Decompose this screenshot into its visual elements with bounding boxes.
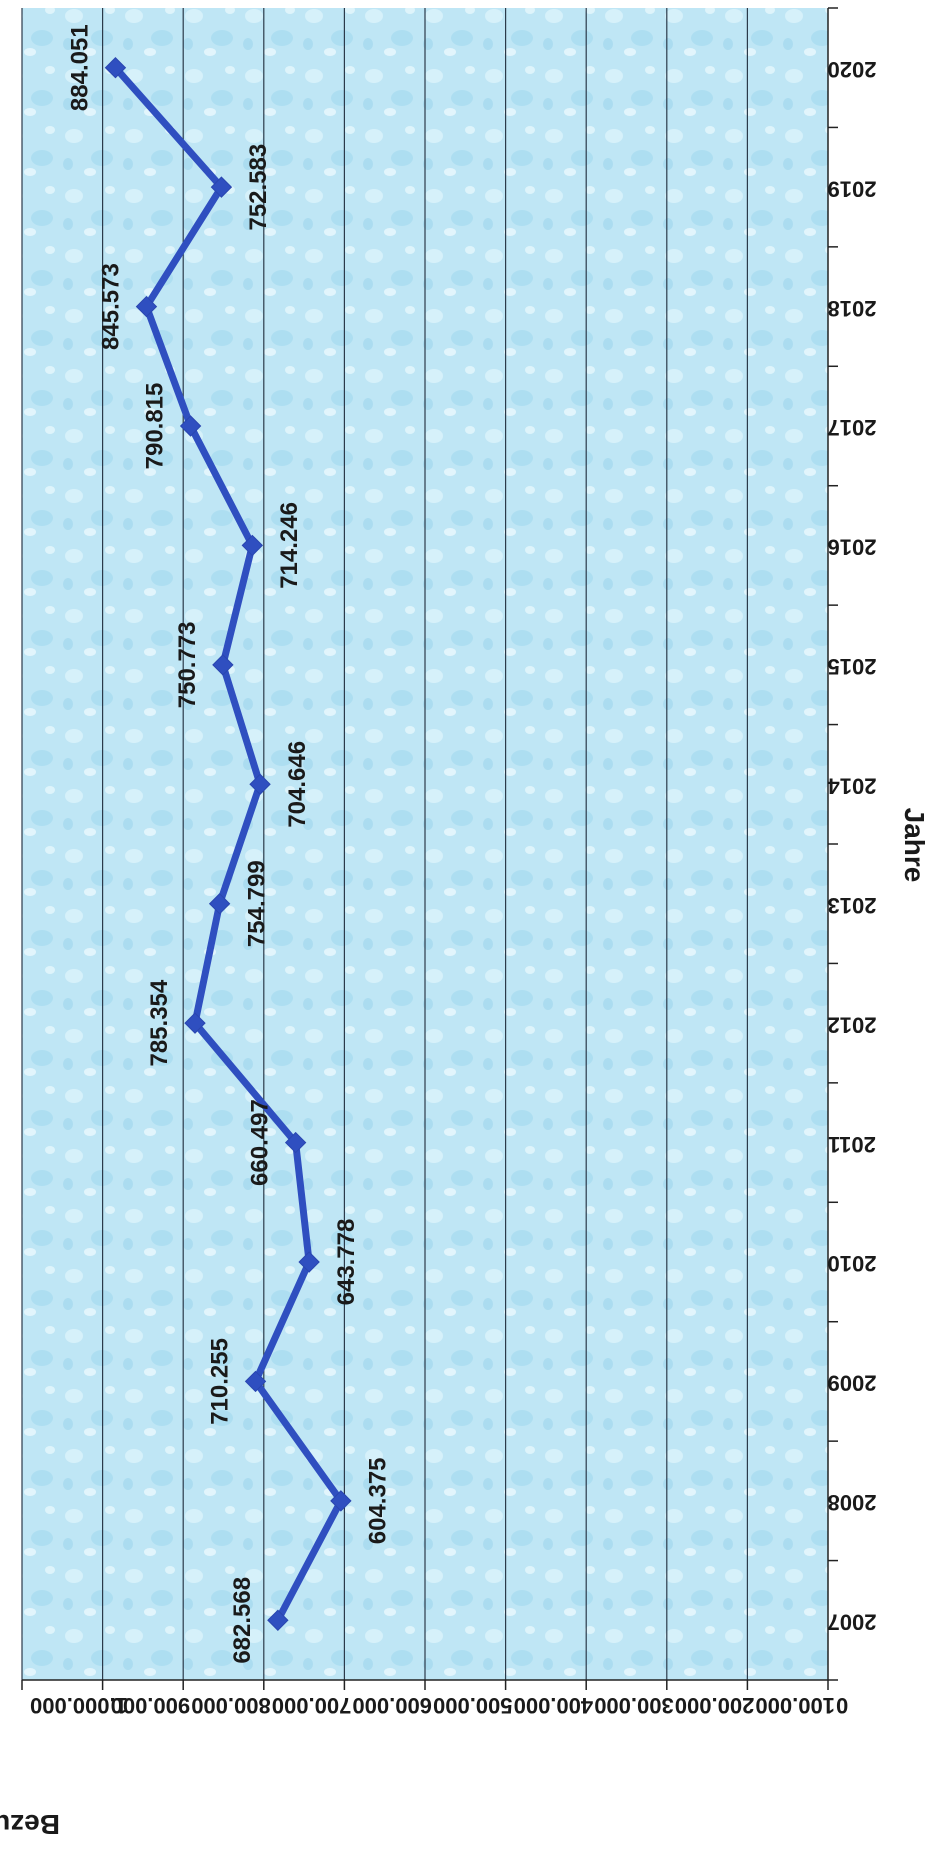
data-point <box>241 534 264 557</box>
data-point <box>249 773 271 795</box>
data-point <box>284 1131 307 1154</box>
data-label: 710.255 <box>207 1338 234 1425</box>
x-axis-title: Jahre <box>899 808 930 883</box>
x-tick-label: 2017 <box>828 415 877 440</box>
y-tick-labels: 0100.000200.000300.000400.000500.000600.… <box>30 1693 848 1718</box>
y-tick-label: 1.000.000 <box>30 1693 128 1718</box>
data-point <box>330 1490 352 1512</box>
data-point <box>179 415 202 437</box>
series-line <box>111 64 345 1624</box>
x-tick-label: 2013 <box>828 893 877 918</box>
axes <box>21 7 838 1690</box>
data-label: 845.573 <box>97 263 124 350</box>
x-tick-label: 2014 <box>827 773 877 798</box>
y-tick-label: 100.000 <box>755 1693 835 1718</box>
x-tick-label: 2012 <box>828 1012 877 1037</box>
x-tick-label: 2020 <box>828 57 877 82</box>
x-tick-label: 2007 <box>828 1609 877 1634</box>
y-tick-label: 600.000 <box>352 1693 432 1718</box>
data-label: 884.051 <box>66 24 93 111</box>
data-label: 643.778 <box>333 1219 360 1306</box>
data-label: 790.815 <box>142 383 169 470</box>
data-label: 714.246 <box>276 502 303 589</box>
data-label: 682.568 <box>229 1577 256 1664</box>
data-label: 785.354 <box>146 979 173 1066</box>
x-tick-label: 2009 <box>828 1371 877 1396</box>
data-label: 750.773 <box>174 621 201 708</box>
y-tick-label: 500.000 <box>433 1693 513 1718</box>
data-label: 752.583 <box>245 144 272 231</box>
y-axis-title: Bezug in Kubikmeter <box>0 1809 60 1840</box>
data-point <box>298 1251 320 1273</box>
x-tick-label: 2018 <box>828 296 877 321</box>
x-tick-label: 2019 <box>828 176 877 201</box>
gridlines <box>21 8 749 1680</box>
data-point <box>244 1370 267 1393</box>
y-tick-label: 300.000 <box>594 1693 674 1718</box>
series <box>104 57 352 1631</box>
data-label: 604.375 <box>365 1457 392 1544</box>
y-tick-label: 0 <box>836 1693 848 1718</box>
x-tick-label: 2015 <box>828 654 877 679</box>
y-tick-label: 900.000 <box>111 1693 191 1718</box>
y-tick-label: 700.000 <box>272 1693 352 1718</box>
data-point <box>267 1609 289 1631</box>
x-tick-label: 2010 <box>828 1251 877 1276</box>
y-tick-label: 200.000 <box>675 1693 755 1718</box>
y-tick-label: 400.000 <box>514 1693 594 1718</box>
data-point <box>184 1012 206 1034</box>
data-label: 754.799 <box>243 860 270 947</box>
y-tick-label: 800.000 <box>191 1693 271 1718</box>
data-point <box>210 176 233 198</box>
data-point <box>208 893 231 915</box>
data-label: 660.497 <box>247 1099 274 1186</box>
x-tick-label: 2008 <box>828 1490 877 1515</box>
x-tick-label: 2011 <box>828 1132 876 1157</box>
data-point <box>104 57 127 79</box>
data-point <box>135 295 158 318</box>
data-label: 704.646 <box>284 741 311 828</box>
x-tick-labels: 2007 2008 2009 2010 2011 2012 2013 2014 2015 2016… <box>827 57 877 1635</box>
data-labels: 682.568 604.375 710.255 643.778 660.497 785.3… <box>66 24 391 1663</box>
data-point <box>212 654 234 676</box>
x-tick-label: 2016 <box>828 535 877 560</box>
